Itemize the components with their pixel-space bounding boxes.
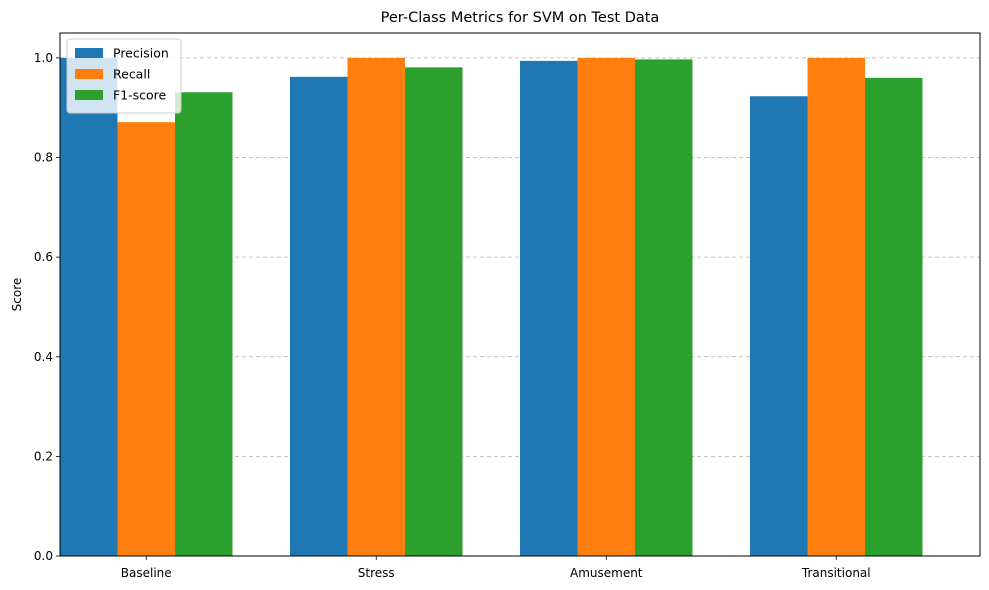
bar-recall-baseline: [117, 122, 175, 556]
x-tick-label: Amusement: [570, 566, 643, 580]
x-tick-label: Stress: [358, 566, 395, 580]
bar-recall-stress: [347, 57, 405, 557]
bar-recall-transitional: [807, 57, 865, 557]
y-tick-label: 0.6: [34, 250, 53, 264]
bar-precision-baseline: [60, 57, 118, 557]
legend-label: F1-score: [113, 88, 167, 103]
legend-label: Recall: [113, 67, 150, 82]
y-axis-title: Score: [10, 278, 24, 312]
y-tick-label: 1.0: [34, 51, 53, 65]
bar-f1-score-transitional: [865, 77, 923, 556]
bar-f1-score-stress: [405, 67, 463, 557]
bar-precision-transitional: [750, 96, 808, 557]
x-tick-label: Baseline: [121, 566, 172, 580]
y-tick-label: 0.8: [34, 151, 53, 165]
legend-swatch: [75, 90, 103, 100]
bar-recall-amusement: [577, 57, 635, 557]
y-tick-label: 0.4: [34, 350, 53, 364]
legend-swatch: [75, 48, 103, 58]
bars: [60, 57, 923, 557]
legend: Precision Recall F1-score: [66, 38, 182, 114]
bar-f1-score-baseline: [175, 92, 233, 557]
x-tick-label: Transitional: [801, 566, 871, 580]
y-tick-label: 0.0: [34, 549, 53, 563]
y-tick-label: 0.2: [34, 449, 53, 463]
legend-swatch: [75, 69, 103, 79]
bar-f1-score-amusement: [635, 59, 693, 556]
legend-label: Precision: [113, 46, 169, 61]
bar-precision-stress: [290, 76, 348, 556]
plot-frame: [59, 32, 981, 557]
chart-title: Per-Class Metrics for SVM on Test Data: [381, 10, 660, 26]
axes: 0.0 0.2 0.4 0.6 0.8 1.0 Baseline Stress Amusemen…: [34, 32, 981, 580]
bar-precision-amusement: [520, 60, 578, 556]
